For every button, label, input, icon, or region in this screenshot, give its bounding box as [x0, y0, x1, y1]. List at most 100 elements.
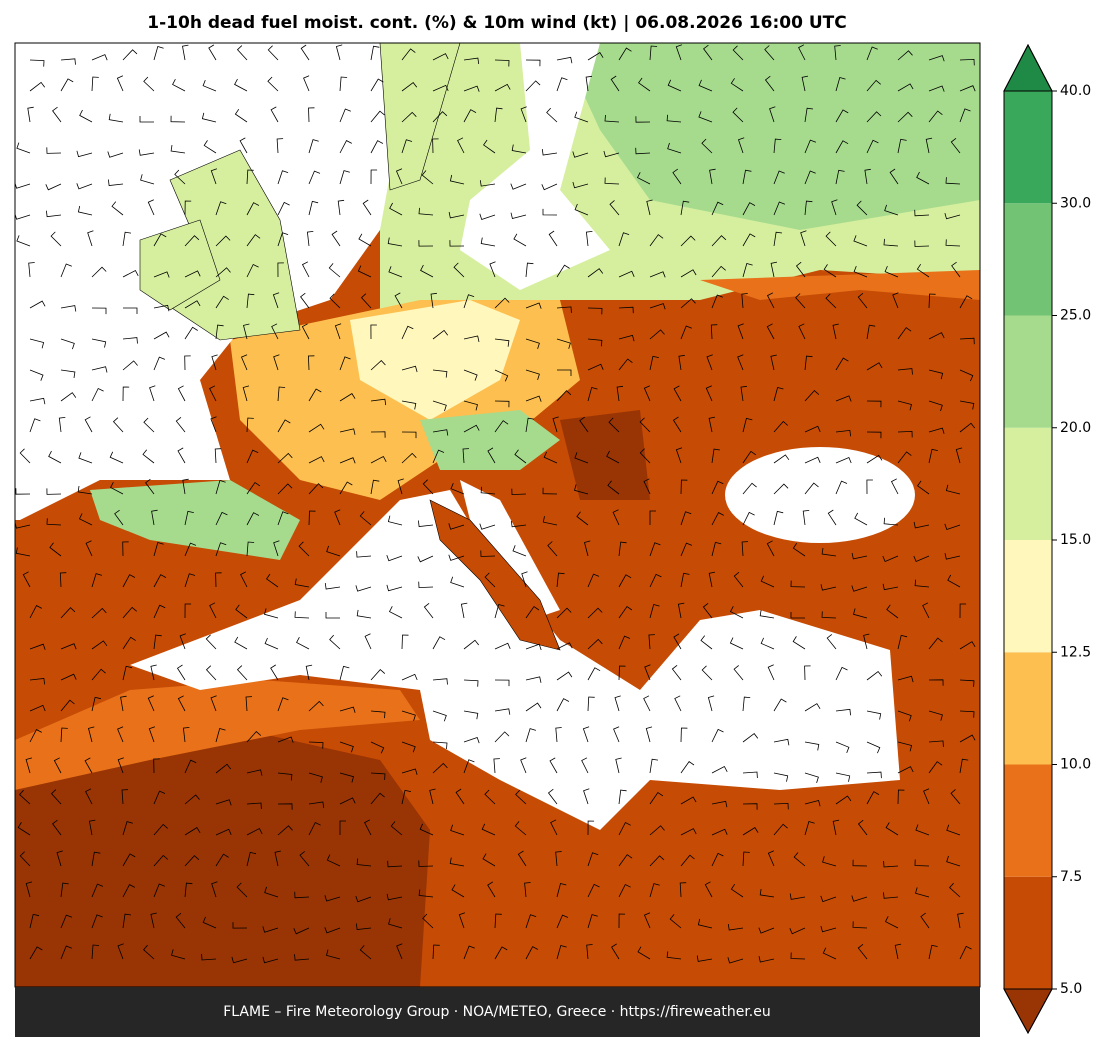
wind-barb	[542, 487, 558, 495]
wind-barb	[587, 696, 595, 712]
wind-barb	[742, 771, 758, 779]
wind-barb	[773, 454, 790, 464]
wind-barb	[370, 360, 386, 371]
wind-barb	[324, 895, 341, 902]
wind-barb	[432, 329, 449, 340]
wind-barb	[866, 479, 873, 495]
wind-barb	[835, 140, 849, 154]
wind-barb	[764, 75, 775, 92]
wind-barb	[857, 819, 868, 836]
wind-barb	[704, 881, 713, 898]
wind-barb	[276, 138, 284, 154]
wind-barb	[826, 634, 837, 650]
wind-barb	[401, 139, 413, 154]
wind-barb	[326, 854, 341, 867]
wind-barb	[356, 551, 372, 558]
wind-barb	[84, 757, 93, 774]
wind-barb	[91, 266, 107, 278]
wind-barb	[897, 710, 912, 722]
wind-barb	[727, 957, 744, 964]
wind-barb	[959, 58, 975, 66]
wind-barb	[804, 139, 817, 154]
wind-barb	[246, 234, 261, 247]
wind-barb	[463, 679, 479, 687]
wind-barb	[542, 516, 558, 526]
wind-barb	[897, 400, 912, 411]
wind-barb	[324, 927, 341, 934]
wind-barb	[234, 78, 248, 92]
wind-barb	[494, 946, 508, 960]
wind-barb	[91, 76, 99, 92]
wind-barb	[705, 385, 713, 402]
wind-barb	[294, 954, 310, 961]
wind-barb	[525, 702, 542, 712]
wind-barb	[541, 149, 558, 156]
wind-barb	[510, 183, 527, 190]
wind-barb	[556, 390, 572, 402]
wind-barb	[648, 634, 655, 650]
wind-barb	[479, 213, 496, 221]
wind-barb	[401, 710, 416, 721]
wind-barb	[272, 292, 280, 309]
wind-barb	[153, 304, 170, 312]
wind-barb	[649, 45, 658, 61]
wind-barb	[618, 665, 626, 681]
wind-barb	[866, 670, 883, 681]
wind-barb	[698, 79, 713, 92]
wind-barb	[182, 44, 189, 61]
wind-barb	[741, 293, 748, 309]
wind-barb	[556, 698, 570, 712]
wind-barb	[800, 230, 807, 247]
wind-barb	[140, 174, 155, 185]
wind-barb	[78, 513, 93, 526]
wind-barb	[277, 511, 289, 526]
wind-barb	[959, 295, 973, 309]
land-dry	[560, 410, 650, 500]
wind-barb	[432, 944, 440, 960]
wind-barb	[773, 138, 782, 154]
wind-barb	[520, 757, 527, 774]
wind-barb	[201, 112, 217, 123]
wind-barb	[184, 300, 201, 309]
wind-barb	[711, 512, 724, 526]
wind-barb	[339, 820, 346, 835]
wind-barb	[432, 429, 449, 436]
wind-barb	[77, 485, 93, 495]
wind-barb	[122, 386, 130, 402]
wind-barb	[759, 609, 775, 619]
wind-barb	[649, 573, 662, 588]
wind-barb	[957, 912, 964, 929]
wind-barb	[329, 293, 341, 309]
wind-barb	[947, 574, 961, 588]
wind-barb	[897, 368, 913, 375]
wind-barb	[116, 75, 124, 92]
wind-barb	[897, 766, 914, 774]
wind-barb	[541, 183, 558, 191]
wind-barb	[418, 240, 434, 247]
wind-barb	[804, 200, 813, 216]
wind-barb	[240, 354, 248, 371]
wind-barb	[801, 75, 809, 92]
wind-barb	[897, 50, 913, 61]
wind-barb	[581, 757, 589, 774]
wind-barb	[742, 263, 753, 278]
wind-barb	[91, 640, 108, 650]
wind-barb	[387, 515, 403, 526]
wind-barb	[370, 169, 378, 185]
wind-barb	[587, 852, 599, 867]
wind-barb	[370, 431, 386, 438]
wind-barb	[91, 387, 104, 402]
wind-barb	[215, 295, 229, 309]
wind-barb	[201, 953, 217, 961]
wind-barb	[451, 884, 465, 898]
colorbar-tick-label: 15.0	[1060, 532, 1091, 548]
colorbar-tick-label: 10.0	[1060, 757, 1091, 773]
wind-barb	[864, 168, 871, 185]
wind-barb	[480, 550, 496, 557]
wind-barb	[423, 602, 434, 619]
wind-barb	[669, 914, 682, 929]
wind-barb	[299, 851, 310, 867]
wind-barb	[821, 611, 837, 619]
wind-barb	[46, 147, 62, 154]
wind-barb	[835, 395, 852, 402]
